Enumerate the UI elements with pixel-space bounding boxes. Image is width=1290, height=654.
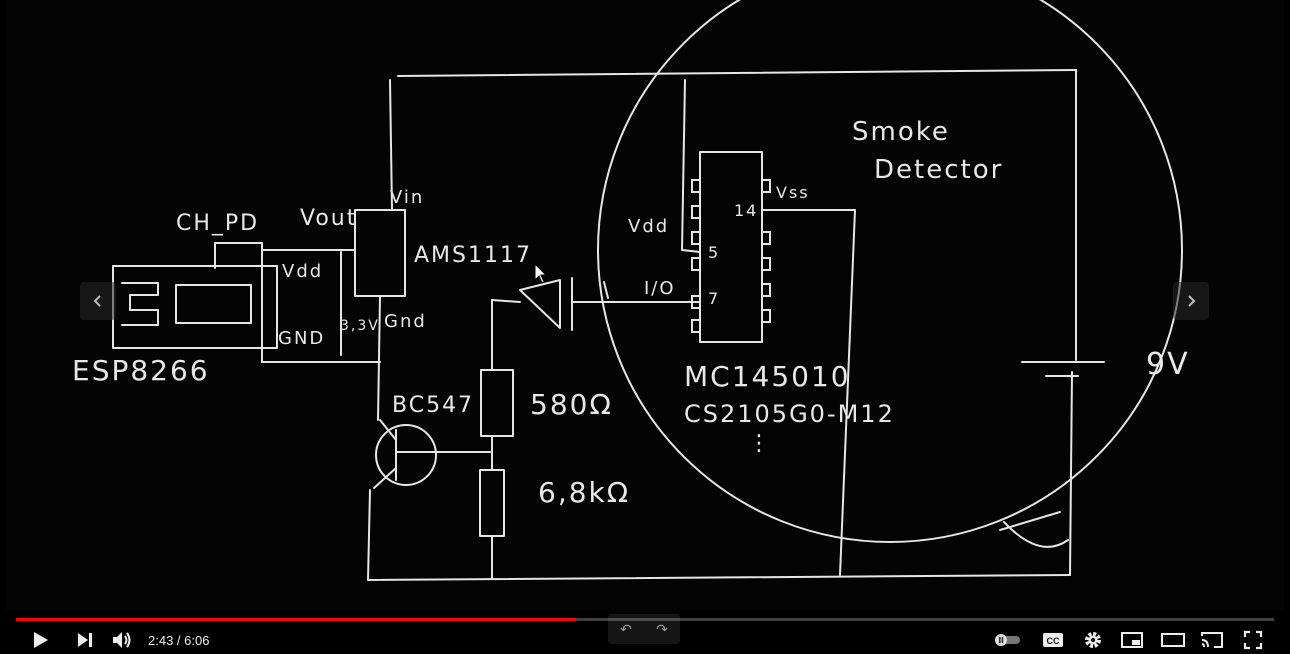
previous-slide-button[interactable] <box>80 282 116 320</box>
label-io: I/O <box>644 278 676 299</box>
captions-button[interactable]: CC <box>1040 626 1066 654</box>
volume-icon <box>113 632 131 648</box>
label-gnd-reg: Gnd <box>384 311 427 332</box>
label-vout: Vout <box>300 206 357 231</box>
label-mc145010: MC145010 <box>684 360 851 393</box>
progress-bar[interactable] <box>16 618 1274 621</box>
play-button[interactable] <box>26 626 54 654</box>
smoke-detector-outline <box>597 0 1183 543</box>
theater-mode-button[interactable] <box>1158 626 1188 654</box>
autoplay-toggle-icon <box>995 634 1020 646</box>
next-slide-button[interactable] <box>1173 282 1209 320</box>
fullscreen-button[interactable] <box>1240 626 1266 654</box>
label-vdd-ic: Vdd <box>628 216 669 237</box>
seek-hint: ↶ ↷ <box>608 614 680 644</box>
theater-mode-icon <box>1161 633 1185 647</box>
seek-back-icon: ↶ <box>620 620 632 637</box>
label-cs2105: CS2105G0-M12 <box>684 400 895 428</box>
miniplayer-button[interactable] <box>1118 626 1146 654</box>
label-vss: Vss <box>776 183 810 202</box>
cast-icon <box>1201 632 1223 648</box>
play-icon <box>34 632 48 648</box>
time-total: 6:06 <box>184 633 210 648</box>
label-pin5: 5 <box>708 243 720 262</box>
svg-text:CC: CC <box>1047 636 1060 646</box>
time-separator: / <box>173 633 185 648</box>
time-current: 2:43 <box>148 633 174 648</box>
captions-icon: CC <box>1043 633 1063 647</box>
label-smoke: Smoke <box>852 117 950 147</box>
label-r1: 580Ω <box>530 388 613 421</box>
settings-button[interactable] <box>1080 626 1106 654</box>
circuit-sketch: CH_PD Vout Vin AMS1117 Vdd GND 3,3V Gnd … <box>72 0 1190 581</box>
label-esp8266: ESP8266 <box>72 354 210 387</box>
label-ams1117: AMS1117 <box>414 243 532 268</box>
progress-played <box>16 618 576 621</box>
chevron-right-icon <box>1188 295 1196 307</box>
seek-forward-icon: ↷ <box>656 620 668 637</box>
miniplayer-icon <box>1121 632 1143 648</box>
mute-button[interactable] <box>108 626 136 654</box>
next-track-icon <box>78 633 92 647</box>
time-display: 2:43 / 6:06 <box>148 633 209 648</box>
label-vdd-esp: Vdd <box>282 261 323 282</box>
next-video-button[interactable] <box>70 626 98 654</box>
label-dots: ⋮ <box>748 431 772 456</box>
label-gnd-esp: GND <box>278 328 325 349</box>
label-pin14: 14 <box>734 201 758 220</box>
cast-button[interactable] <box>1198 626 1226 654</box>
gear-icon <box>1085 632 1101 648</box>
label-vin: Vin <box>390 187 424 208</box>
player-controls: 2:43 / 6:06 CC <box>0 624 1290 654</box>
label-9v: 9V <box>1146 347 1190 382</box>
chevron-left-icon <box>93 295 101 307</box>
label-3v3: 3,3V <box>340 318 380 334</box>
label-chpd: CH_PD <box>176 211 259 236</box>
label-detector: Detector <box>874 155 1003 185</box>
fullscreen-icon <box>1243 630 1263 650</box>
autoplay-toggle[interactable] <box>992 626 1022 654</box>
label-bc547: BC547 <box>392 393 474 418</box>
label-r2: 6,8kΩ <box>538 476 630 509</box>
mouse-cursor-icon <box>534 262 548 284</box>
label-pin7: 7 <box>708 289 720 308</box>
